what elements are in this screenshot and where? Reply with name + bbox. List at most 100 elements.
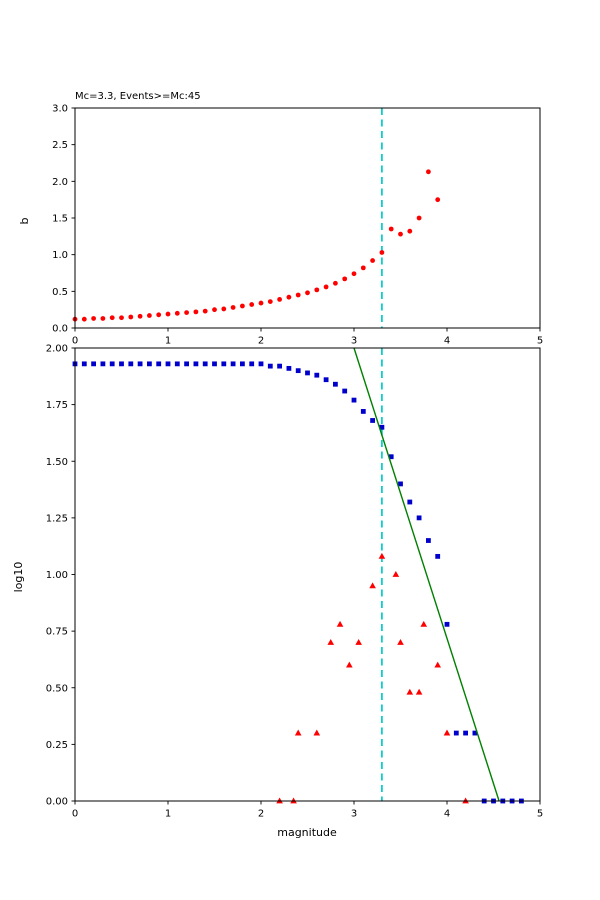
marker-circle: [333, 280, 338, 286]
marker-circle: [407, 228, 413, 234]
marker-square: [360, 409, 366, 414]
marker-circle: [165, 311, 171, 317]
marker-square: [342, 388, 348, 394]
marker-square: [249, 361, 255, 367]
marker-square: [388, 454, 394, 460]
marker-square: [221, 361, 227, 367]
marker-circle: [119, 315, 124, 321]
marker-circle: [286, 294, 292, 300]
marker-circle: [147, 313, 152, 318]
marker-square: [100, 361, 106, 367]
marker-square: [444, 621, 450, 627]
marker-square: [398, 481, 403, 487]
marker-circle: [240, 303, 245, 309]
y-tick-label: 1.75: [46, 400, 68, 411]
x-tick-label: 3: [351, 336, 357, 347]
axes-ticks: 0 1 2 3 4 5 0.00 0.25 0.50 0.75 1.00 1.25 1.50 1.75 2.…: [46, 344, 543, 820]
y-tick-label: 0.25: [46, 740, 68, 751]
x-tick-label: 1: [165, 809, 171, 820]
marker-square: [416, 515, 422, 521]
marker-triangle: [415, 688, 423, 695]
y-tick-label: 0.0: [52, 324, 68, 335]
y-tick-label: 2.0: [52, 177, 68, 188]
marker-triangle: [355, 638, 362, 645]
series-bin_counts: [276, 552, 469, 804]
marker-square: [202, 361, 208, 367]
y-tick-label: 0.00: [46, 797, 68, 808]
x-tick-label: 5: [537, 809, 543, 820]
marker-circle: [212, 307, 217, 313]
xlabel-bottom: magnitude: [277, 826, 337, 839]
y-tick-label: 3.0: [52, 104, 68, 115]
marker-square: [109, 361, 115, 367]
marker-square: [165, 361, 171, 367]
marker-circle: [184, 310, 190, 315]
axes-top: 0 1 2 3 4 5 0.0 0.5 1.0 1.5 2.0 2.5 3.0: [52, 104, 543, 347]
marker-triangle: [290, 797, 297, 804]
marker-square: [295, 368, 301, 374]
marker-square: [426, 538, 431, 543]
marker-square: [472, 730, 478, 736]
x-tick-label: 0: [72, 809, 78, 820]
marker-circle: [398, 231, 403, 237]
marker-square: [258, 361, 264, 367]
marker-square: [119, 361, 124, 367]
marker-square: [323, 377, 329, 383]
marker-circle: [370, 258, 375, 263]
marker-triangle: [434, 661, 441, 668]
marker-square: [370, 418, 375, 423]
x-tick-label: 0: [72, 336, 78, 347]
marker-circle: [323, 284, 329, 290]
marker-square: [81, 361, 87, 367]
marker-square: [463, 730, 468, 736]
marker-triangle: [336, 620, 344, 627]
marker-square: [277, 363, 282, 369]
marker-circle: [221, 306, 227, 312]
marker-triangle: [276, 797, 283, 804]
marker-circle: [91, 316, 96, 321]
marker-circle: [230, 305, 236, 310]
x-tick-label: 4: [444, 809, 450, 820]
y-tick-label: 0.75: [46, 627, 68, 638]
marker-triangle: [392, 571, 400, 577]
marker-square: [174, 361, 180, 367]
marker-circle: [137, 313, 143, 319]
marker-square: [147, 361, 152, 367]
axes-ticks: 0 1 2 3 4 5 0.0 0.5 1.0 1.5 2.0 2.5 3.0: [52, 104, 543, 347]
marker-triangle: [397, 638, 404, 645]
marker-square: [453, 730, 459, 736]
plots-layer: 0 1 2 3 4 5 0.0 0.5 1.0 1.5 2.0 2.5 3.0 0 1 2 3 4 5 0.00 0.2…: [46, 104, 543, 820]
marker-triangle: [462, 797, 469, 804]
axes-frame: [74, 347, 541, 802]
ylabel-top: b: [18, 217, 31, 224]
marker-circle: [435, 197, 441, 203]
x-tick-label: 4: [444, 336, 450, 347]
marker-circle: [379, 250, 385, 255]
marker-triangle: [406, 688, 414, 695]
y-tick-label: 1.5: [52, 214, 68, 225]
marker-square: [333, 381, 338, 387]
chart-title: Mc=3.3, Events>=Mc:45: [75, 91, 201, 102]
axes-bottom: 0 1 2 3 4 5 0.00 0.25 0.50 0.75 1.00 1.25 1.50 1.75 2.…: [46, 344, 543, 820]
series-gutenberg_richter_fit: [353, 347, 500, 802]
marker-square: [193, 361, 199, 367]
marker-circle: [174, 310, 180, 316]
y-tick-label: 1.0: [52, 250, 68, 261]
ylabel-bottom: log10: [12, 562, 25, 593]
x-tick-label: 1: [165, 336, 171, 347]
y-tick-label: 2.00: [46, 344, 68, 355]
marker-circle: [267, 299, 273, 304]
y-tick-label: 1.25: [46, 513, 68, 524]
marker-circle: [416, 215, 422, 221]
marker-square: [137, 361, 143, 367]
y-tick-label: 0.50: [46, 683, 68, 694]
y-tick-label: 0.5: [52, 287, 68, 298]
marker-circle: [109, 315, 115, 321]
marker-circle: [156, 312, 162, 318]
marker-square: [240, 361, 245, 367]
marker-square: [91, 361, 96, 367]
marker-triangle: [369, 582, 376, 589]
marker-triangle: [327, 638, 335, 645]
marker-square: [230, 361, 236, 367]
